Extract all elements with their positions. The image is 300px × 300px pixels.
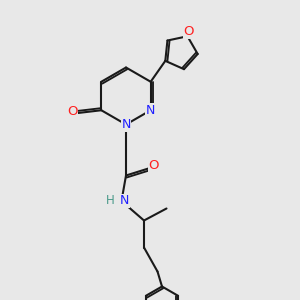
Text: N: N <box>120 194 129 208</box>
Text: N: N <box>121 118 131 131</box>
Text: N: N <box>146 104 155 117</box>
Text: H: H <box>106 194 115 207</box>
Text: O: O <box>148 159 159 172</box>
Text: O: O <box>184 25 194 38</box>
Text: O: O <box>67 105 77 118</box>
